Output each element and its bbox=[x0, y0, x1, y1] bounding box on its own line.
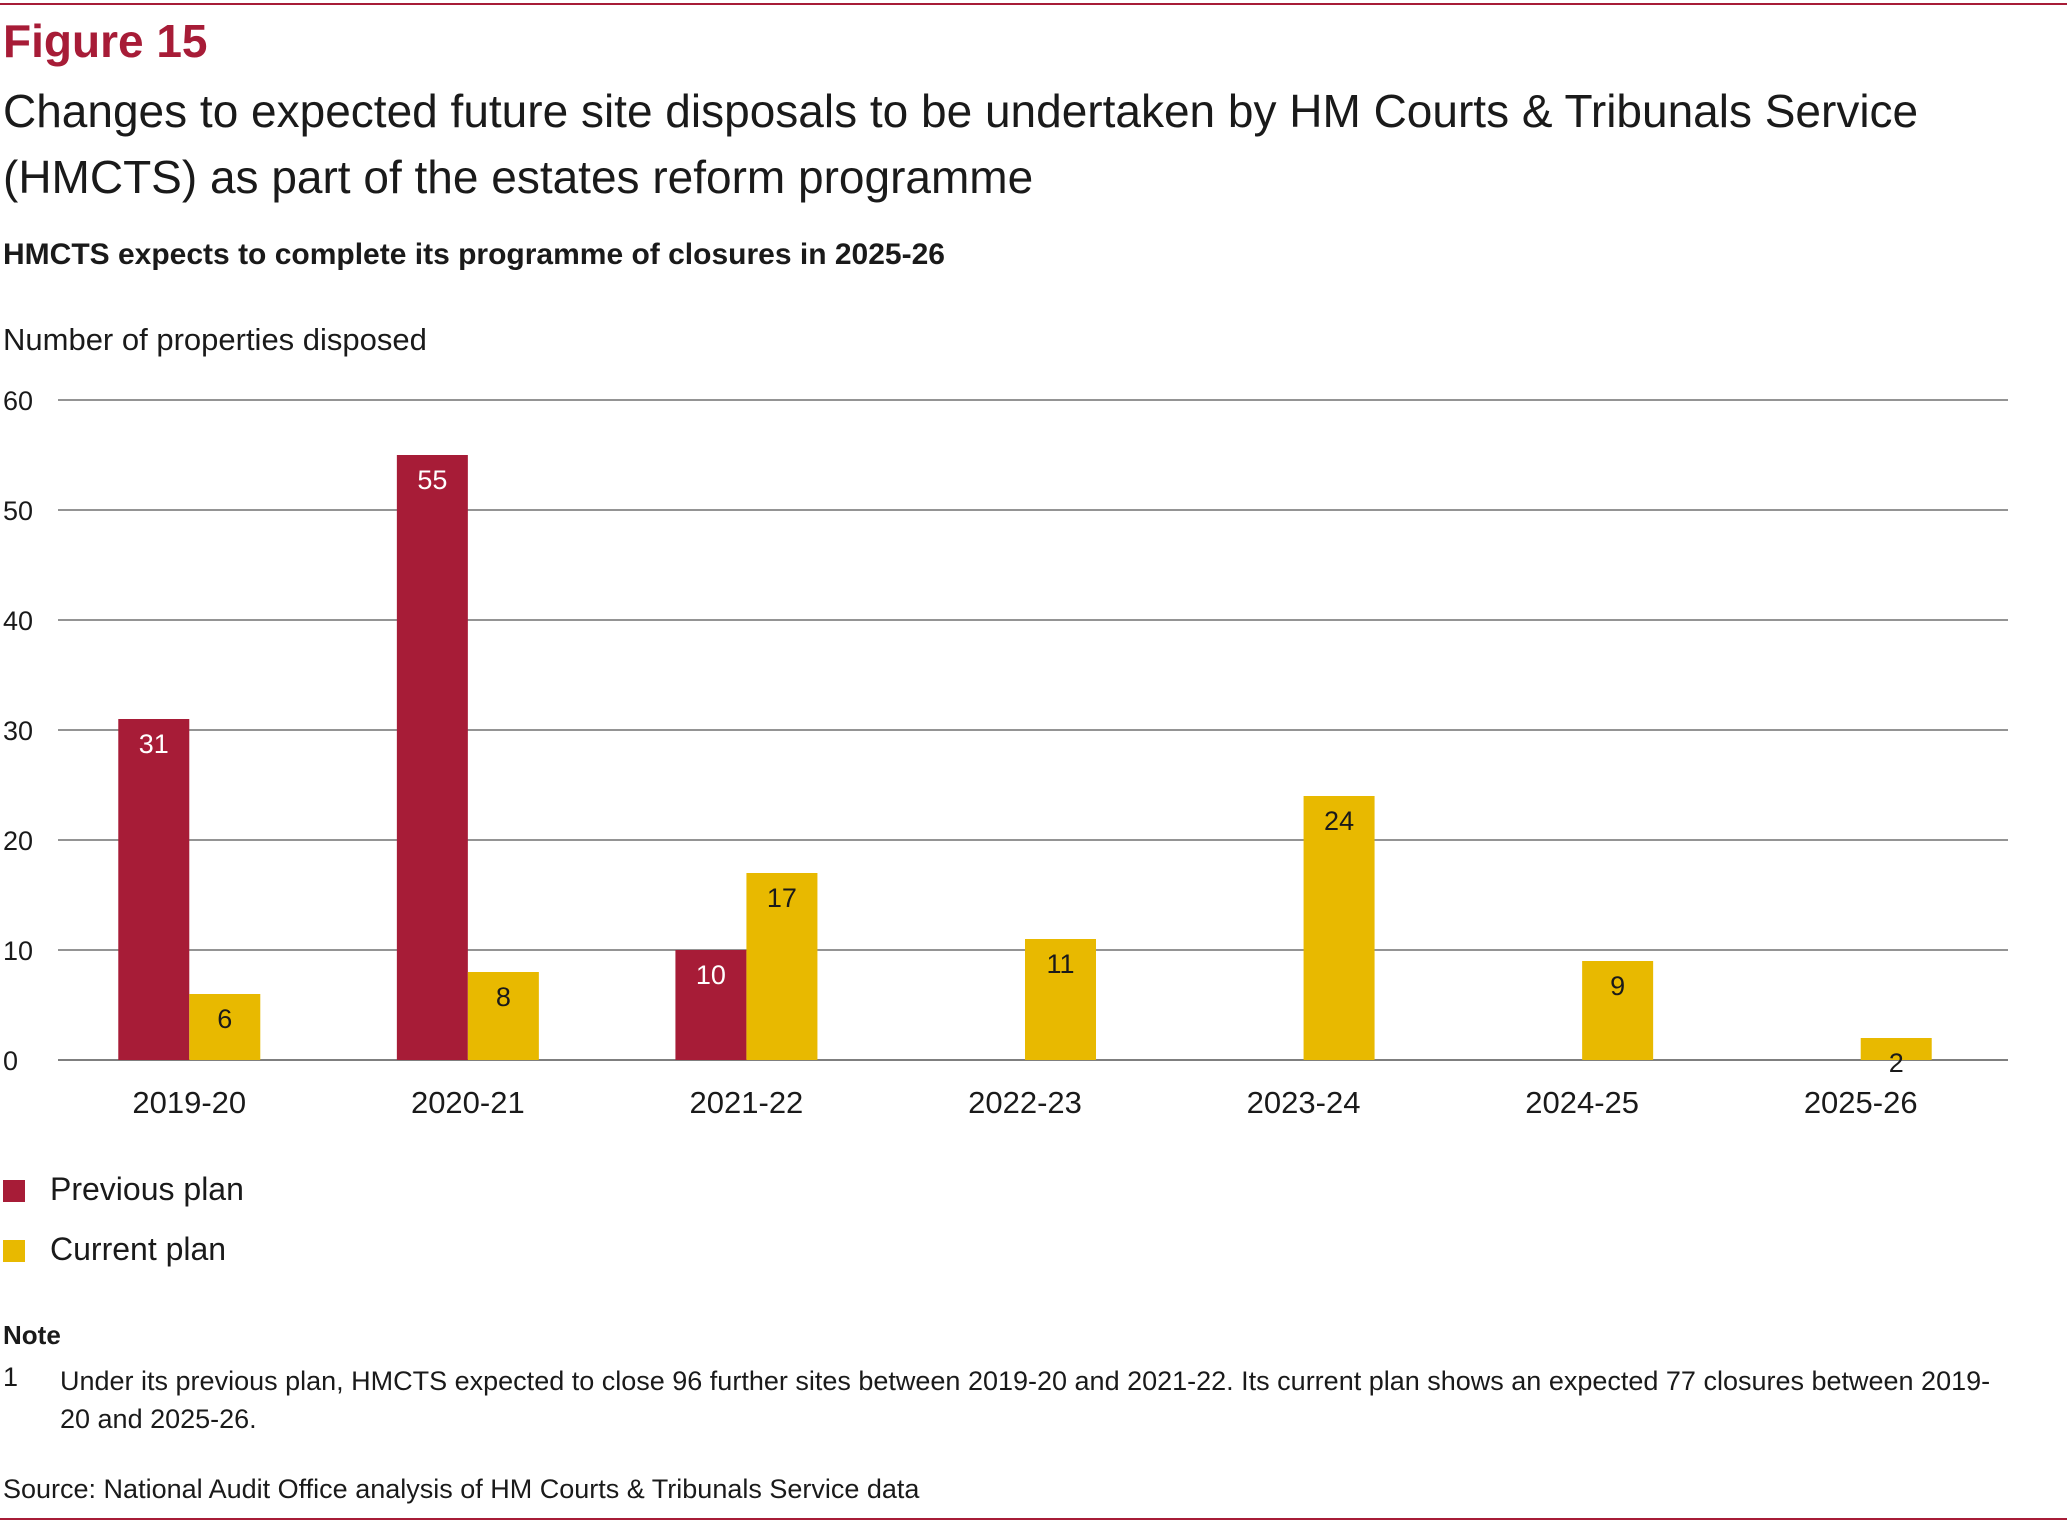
x-tick-label-2021-22: 2021-22 bbox=[690, 1085, 804, 1120]
bar-previous-plan-2020-21 bbox=[396, 455, 468, 1060]
bar-chart: 0 10 20 30 40 50 60 31 6 2019-20 55 8 2020-21 10 17 202… bbox=[3, 386, 2008, 1120]
data-label-previous-plan-2021-22: 10 bbox=[696, 960, 726, 990]
legend-swatch-current-plan bbox=[3, 1240, 25, 1262]
data-label-current-plan-2021-22: 17 bbox=[767, 883, 797, 913]
data-label-previous-plan-2020-21: 55 bbox=[417, 465, 447, 495]
y-tick-label-60: 60 bbox=[3, 386, 33, 416]
bar-current-plan-2025-26 bbox=[1860, 1038, 1932, 1060]
data-label-current-plan-2020-21: 8 bbox=[496, 982, 511, 1012]
data-label-current-plan-2023-24: 24 bbox=[1324, 806, 1354, 836]
note-text: Under its previous plan, HMCTS expected … bbox=[60, 1366, 1991, 1434]
x-tick-label-2020-21: 2020-21 bbox=[411, 1085, 525, 1120]
x-tick-label-2024-25: 2024-25 bbox=[1525, 1085, 1639, 1120]
x-tick-label-2022-23: 2022-23 bbox=[968, 1085, 1082, 1120]
x-tick-label-2023-24: 2023-24 bbox=[1247, 1085, 1361, 1120]
bar-current-plan-2020-21 bbox=[467, 972, 539, 1060]
data-label-current-plan-2024-25: 9 bbox=[1610, 971, 1625, 1001]
bar-current-plan-2024-25 bbox=[1582, 961, 1654, 1060]
top-rule bbox=[0, 3, 2067, 5]
bar-current-plan-2021-22 bbox=[746, 873, 818, 1060]
figure-title: Changes to expected future site disposal… bbox=[3, 85, 1919, 203]
bar-current-plan-2023-24 bbox=[1303, 796, 1375, 1060]
bar-previous-plan-2021-22 bbox=[675, 950, 747, 1060]
figure-label: Figure 15 bbox=[3, 15, 208, 67]
legend-swatch-previous-plan bbox=[3, 1180, 25, 1202]
y-axis-label: Number of properties disposed bbox=[3, 322, 427, 357]
legend-label-current-plan: Current plan bbox=[50, 1231, 227, 1267]
y-tick-label-0: 0 bbox=[3, 1046, 18, 1076]
data-label-previous-plan-2019-20: 31 bbox=[139, 729, 169, 759]
y-tick-label-20: 20 bbox=[3, 826, 33, 856]
y-tick-label-10: 10 bbox=[3, 936, 33, 966]
bar-current-plan-2022-23 bbox=[1025, 939, 1096, 1060]
bottom-rule bbox=[0, 1518, 2067, 1520]
x-tick-label-2025-26: 2025-26 bbox=[1804, 1085, 1918, 1120]
y-tick-label-40: 40 bbox=[3, 606, 33, 636]
source-text: Source: National Audit Office analysis o… bbox=[3, 1474, 920, 1504]
y-tick-label-30: 30 bbox=[3, 716, 33, 746]
legend-label-previous-plan: Previous plan bbox=[50, 1171, 244, 1207]
y-tick-label-50: 50 bbox=[3, 496, 33, 526]
data-label-current-plan-2025-26: 2 bbox=[1889, 1048, 1904, 1078]
data-label-current-plan-2019-20: 6 bbox=[217, 1004, 232, 1034]
data-label-current-plan-2022-23: 11 bbox=[1046, 949, 1074, 979]
note-number: 1 bbox=[3, 1362, 19, 1392]
bar-current-plan-2019-20 bbox=[189, 994, 261, 1060]
bar-previous-plan-2019-20 bbox=[118, 719, 190, 1060]
x-tick-label-2019-20: 2019-20 bbox=[132, 1085, 246, 1120]
chart-subtitle: HMCTS expects to complete its programme … bbox=[3, 238, 945, 271]
note-heading: Note bbox=[3, 1320, 61, 1350]
